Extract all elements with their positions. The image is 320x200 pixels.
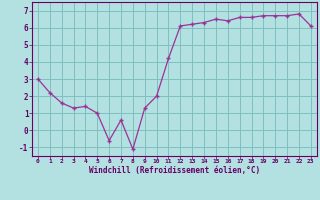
X-axis label: Windchill (Refroidissement éolien,°C): Windchill (Refroidissement éolien,°C) <box>89 166 260 175</box>
